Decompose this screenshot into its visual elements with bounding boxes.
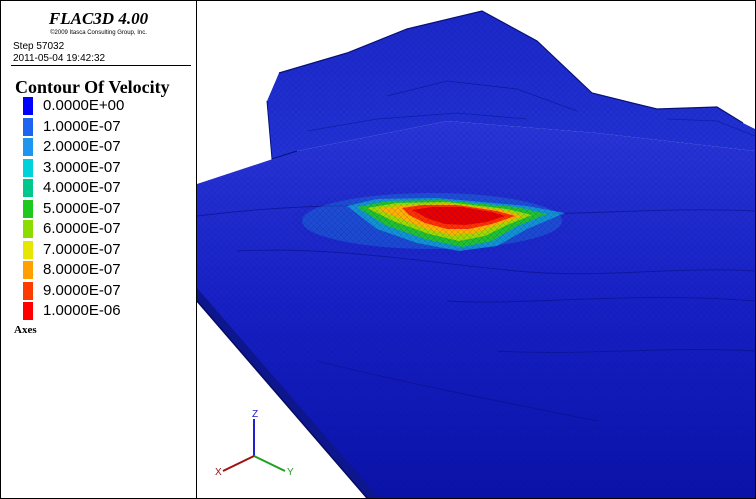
divider [11, 65, 191, 66]
legend-label: 0.0000E+00 [43, 97, 125, 114]
legend-label: 1.0000E-07 [43, 118, 121, 135]
terrain-ridge [266, 10, 755, 160]
legend-label: 4.0000E-07 [43, 179, 121, 196]
terrain-base [197, 121, 755, 498]
legend-label: 3.0000E-07 [43, 159, 121, 176]
legend-label: 8.0000E-07 [43, 261, 121, 278]
contour-title: Contour Of Velocity [15, 77, 170, 97]
axis-y-label: Y [287, 467, 294, 478]
legend-panel: FLAC3D 4.00 ©2009 Itasca Consulting Grou… [1, 1, 197, 498]
legend-label: 2.0000E-07 [43, 138, 121, 155]
axes-gizmo: Z Y X [215, 409, 294, 478]
copyright-text: ©2009 Itasca Consulting Group, Inc. [50, 30, 147, 36]
axis-x-label: X [215, 467, 222, 478]
velocity-hotspot [292, 187, 572, 255]
legend-label: 7.0000E-07 [43, 241, 121, 258]
legend-swatch [23, 282, 33, 300]
legend-swatch [23, 159, 33, 177]
step-number: Step 57032 [13, 41, 65, 52]
legend-swatch [23, 241, 33, 259]
axes-label: Axes [14, 324, 37, 336]
model-render: Z Y X [197, 10, 755, 498]
legend-swatch [23, 179, 33, 197]
legend-swatch [23, 261, 33, 279]
timestamp: 2011-05-04 19:42:32 [13, 53, 106, 64]
legend-swatch [23, 220, 33, 238]
legend-label: 6.0000E-07 [43, 220, 121, 237]
legend-swatch [23, 97, 33, 115]
axis-z-label: Z [252, 409, 258, 420]
legend-label: 1.0000E-06 [43, 302, 121, 319]
legend-label: 9.0000E-07 [43, 282, 121, 299]
app-title: FLAC3D 4.00 [48, 9, 149, 28]
legend-swatch [23, 200, 33, 218]
legend-label: 5.0000E-07 [43, 200, 121, 217]
legend-swatch [23, 138, 33, 156]
legend-swatch [23, 302, 33, 320]
model-viewport[interactable]: Z Y X [197, 1, 755, 498]
legend-swatch [23, 118, 33, 136]
